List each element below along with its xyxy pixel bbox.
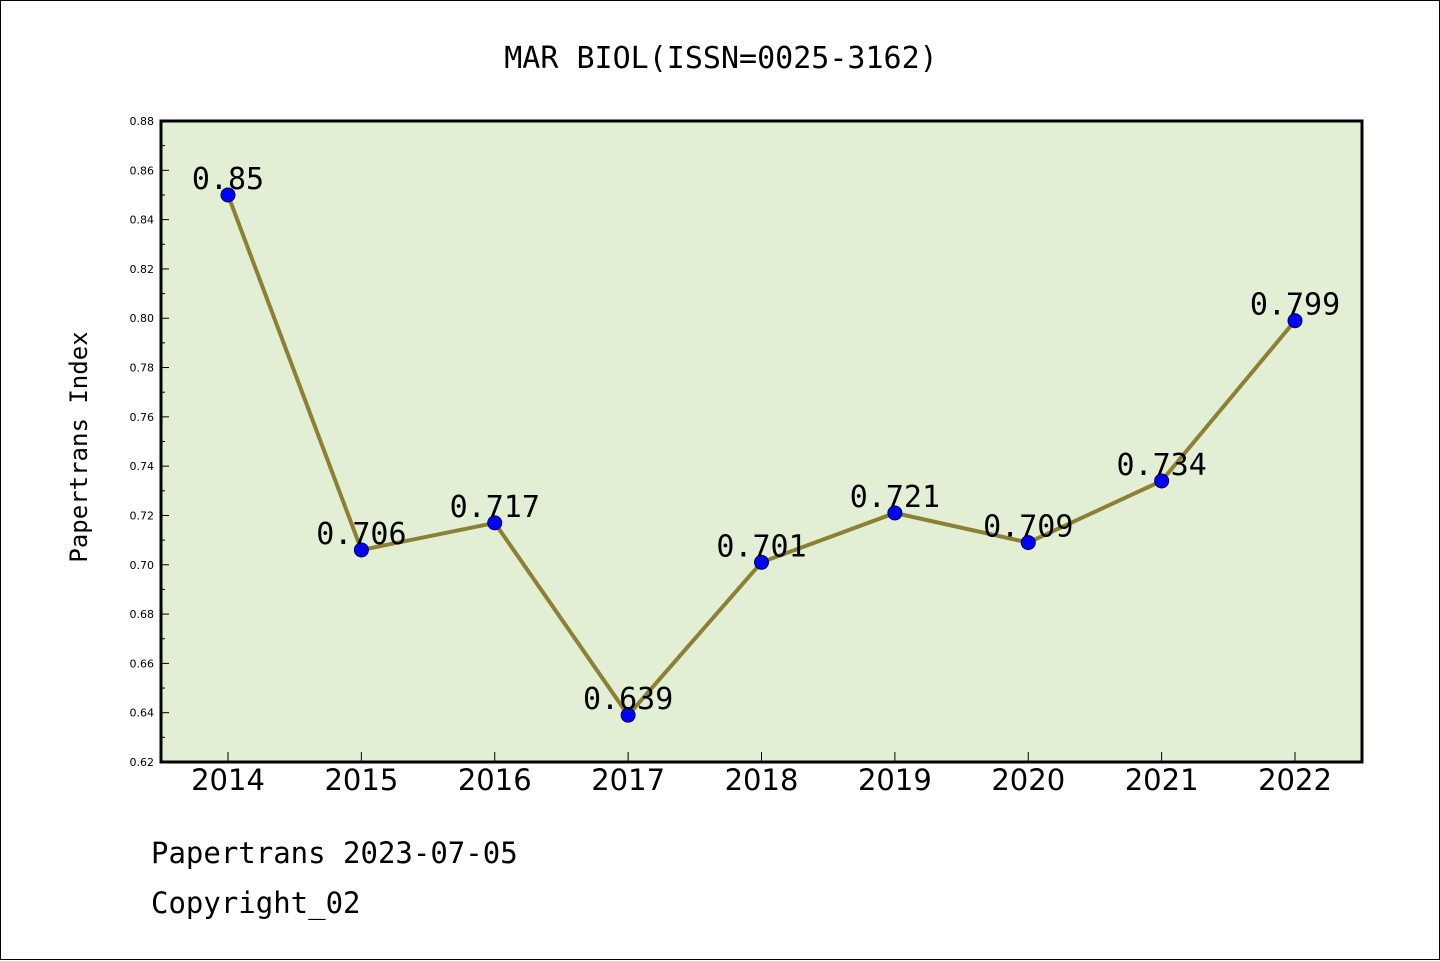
- data-label: 0.717: [450, 490, 540, 525]
- data-point: [220, 187, 236, 203]
- data-point: [353, 542, 369, 558]
- y-axis-label: Papertrans Index: [65, 331, 93, 562]
- y-tick-label: 0.88: [130, 115, 155, 128]
- data-labels: 0.85 0.706 0.717 0.639 0.701 0.721 0.709 0.734 0…: [192, 162, 1340, 717]
- data-label: 0.639: [583, 682, 673, 717]
- data-point: [487, 515, 503, 531]
- y-tick-label: 0.64: [130, 707, 155, 720]
- data-point: [1020, 535, 1036, 551]
- data-label: 0.706: [316, 517, 406, 552]
- x-tick-label: 2015: [324, 763, 398, 797]
- y-tick-label: 0.62: [130, 756, 155, 769]
- x-tick-label: 2014: [191, 763, 265, 797]
- y-tick-label: 0.72: [130, 509, 155, 522]
- y-tick-label: 0.86: [130, 164, 155, 177]
- x-tick-label: 2021: [1125, 763, 1199, 797]
- data-label: 0.701: [716, 529, 806, 564]
- data-point: [754, 554, 769, 570]
- data-label: 0.85: [192, 162, 264, 197]
- x-axis: 2014 2015 2016 2017 2018 2019 2020 2021 2022: [191, 752, 1332, 797]
- y-tick-label: 0.84: [130, 214, 155, 227]
- x-tick-label: 2017: [591, 763, 665, 797]
- y-tick-label: 0.80: [130, 312, 155, 325]
- footer-source: Papertrans 2023-07-05: [151, 836, 518, 870]
- x-tick-label: 2020: [991, 763, 1065, 797]
- y-tick-label: 0.82: [130, 263, 155, 276]
- footer-copyright: Copyright_02: [151, 886, 361, 920]
- x-tick-label: 2016: [458, 763, 532, 797]
- y-tick-label: 0.70: [130, 559, 155, 572]
- y-tick-label: 0.76: [130, 411, 155, 424]
- chart-title: MAR BIOL(ISSN=0025-3162): [504, 41, 937, 76]
- y-axis: 0.62 0.64 0.66 0.68 0.70 0.72 0.74 0.76 0.78 0.80…: [130, 115, 169, 769]
- data-point: [620, 707, 636, 723]
- data-point: [887, 505, 903, 521]
- y-tick-label: 0.74: [130, 460, 155, 473]
- x-tick-label: 2022: [1258, 763, 1332, 797]
- data-label: 0.799: [1250, 288, 1340, 323]
- data-points: [220, 187, 1303, 723]
- data-label: 0.709: [983, 510, 1073, 545]
- x-tick-label: 2019: [858, 763, 932, 797]
- plot-area: [159, 119, 1364, 764]
- y-tick-label: 0.78: [130, 362, 155, 375]
- x-tick-label: 2018: [725, 763, 799, 797]
- data-label: 0.734: [1116, 448, 1206, 483]
- data-point: [1287, 313, 1303, 329]
- data-point: [1154, 473, 1170, 489]
- y-tick-label: 0.68: [130, 608, 155, 621]
- y-tick-label: 0.66: [130, 657, 155, 670]
- data-label: 0.721: [850, 480, 940, 515]
